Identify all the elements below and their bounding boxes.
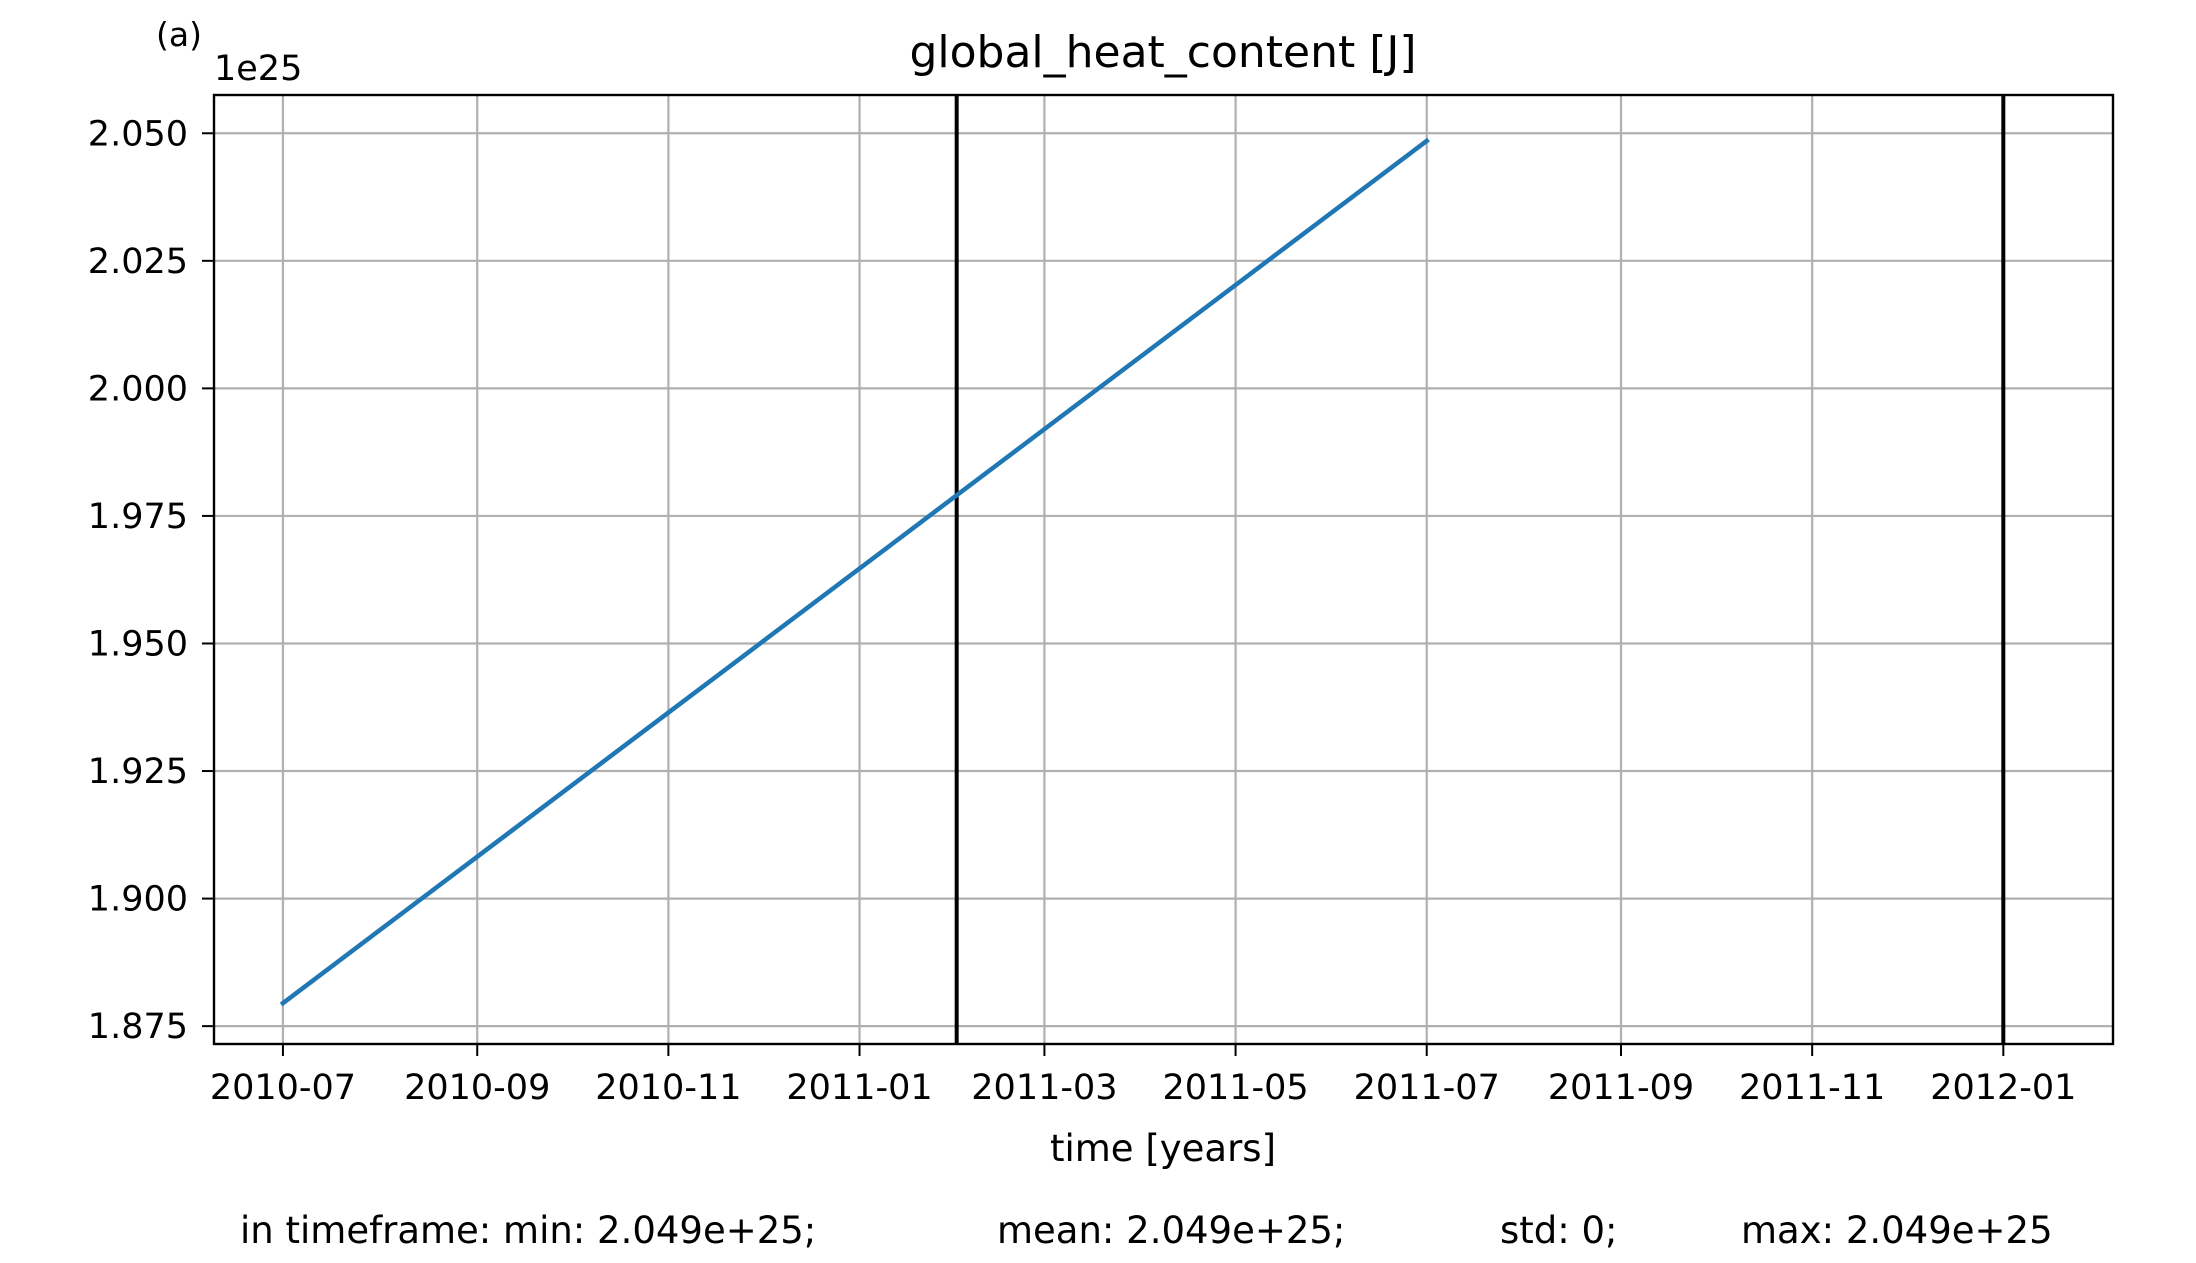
x-tick-label: 2011-03 — [971, 1068, 1117, 1108]
series-layer — [279, 137, 1430, 1007]
y-offset-label: 1e25 — [214, 49, 302, 89]
y-tick-label: 1.975 — [88, 497, 188, 537]
y-tick-label: 1.925 — [88, 752, 188, 792]
x-axis-ticks: 2010-07 2010-09 2010-11 2011-01 2011-03 2011-… — [210, 1044, 2076, 1108]
y-tick-label: 2.050 — [88, 114, 188, 154]
x-axis-label: time [years] — [1050, 1127, 1276, 1170]
x-tick-label: 2011-09 — [1548, 1068, 1694, 1108]
x-tick-label: 2010-07 — [210, 1068, 356, 1108]
x-tick-label: 2011-11 — [1739, 1068, 1885, 1108]
axes-frame — [212, 93, 2115, 1046]
y-tick-label: 1.875 — [88, 1007, 188, 1047]
vertical-lines — [954, 95, 2006, 1044]
stat-mean: mean: 2.049e+25; — [997, 1209, 1345, 1252]
x-tick-label: 2011-07 — [1354, 1068, 1500, 1108]
x-tick-label: 2011-05 — [1162, 1068, 1308, 1108]
x-tick-label: 2010-09 — [404, 1068, 550, 1108]
y-tick-label: 1.900 — [88, 880, 188, 920]
panel-label: (a) — [156, 15, 202, 54]
plot-border — [212, 93, 2115, 1046]
x-tick-label: 2010-11 — [595, 1068, 741, 1108]
stat-max: max: 2.049e+25 — [1741, 1209, 2053, 1252]
y-tick-label: 2.000 — [88, 369, 188, 409]
chart-title: global_heat_content [J] — [909, 27, 1416, 78]
stat-min: in timeframe: min: 2.049e+25; — [240, 1209, 816, 1252]
y-tick-label: 1.950 — [88, 624, 188, 664]
series-line — [279, 137, 1430, 1007]
stat-std: std: 0; — [1500, 1209, 1618, 1252]
y-axis-ticks: 1.875 1.900 1.925 1.950 1.975 2.000 2.025 2.050 — [88, 114, 214, 1047]
y-tick-label: 2.025 — [88, 242, 188, 282]
x-tick-label: 2012-01 — [1930, 1068, 2076, 1108]
x-tick-label: 2011-01 — [786, 1068, 932, 1108]
